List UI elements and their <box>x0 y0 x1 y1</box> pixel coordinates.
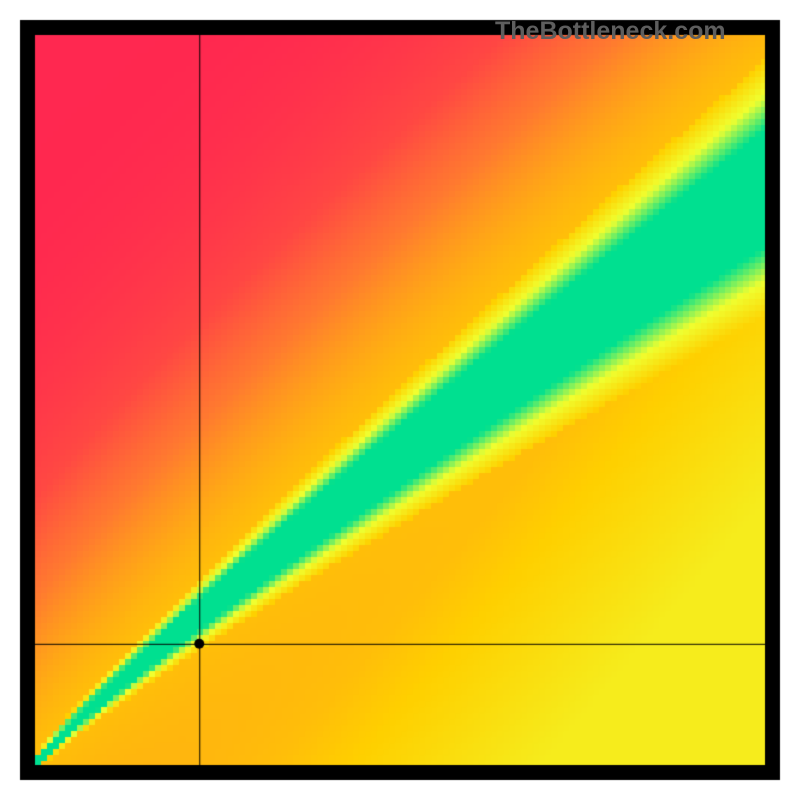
chart-container: TheBottleneck.com <box>0 0 800 800</box>
heatmap-canvas <box>0 0 800 800</box>
